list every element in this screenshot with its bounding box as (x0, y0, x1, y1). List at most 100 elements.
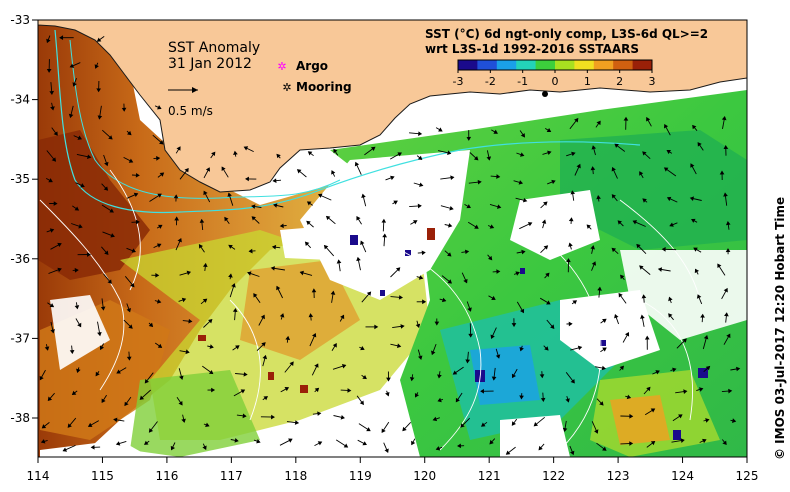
velocity-arrow-head (323, 244, 329, 250)
svg-text:© IMOS 03-Jul-2017 12:20 Hoba: © IMOS 03-Jul-2017 12:20 Hobart Time (773, 197, 787, 460)
velocity-arrow-head (496, 174, 501, 179)
velocity-arrow-head (306, 201, 312, 206)
velocity-arrow-head (393, 200, 398, 205)
product-description-line1: SST (°C) 6d ngt-only comp, L3S-6d QL>=2 (425, 27, 708, 41)
velocity-arrow-head (572, 300, 577, 305)
velocity-arrow-head (314, 363, 319, 368)
velocity-arrow-head (57, 242, 62, 247)
velocity-arrow-head (179, 375, 184, 380)
velocity-arrow-head (107, 279, 112, 284)
velocity-arrow-head (260, 314, 265, 320)
velocity-arrow-head (139, 395, 145, 400)
velocity-arrow-head (682, 338, 687, 343)
velocity-arrow-head (611, 247, 617, 253)
velocity-arrow-head (47, 396, 53, 402)
velocity-arrow-head (248, 248, 253, 254)
velocity-arrow-head (202, 445, 207, 450)
velocity-arrow-head (133, 192, 139, 197)
velocity-arrow-head (663, 123, 669, 129)
velocity-arrow-head (181, 297, 187, 303)
velocity-arrow-head (67, 423, 72, 428)
velocity-arrow-head (486, 156, 492, 161)
velocity-arrow-head (402, 426, 407, 432)
velocity-arrow-head (466, 204, 471, 209)
velocity-arrow-head (240, 389, 246, 394)
velocity-arrow-head (127, 130, 132, 136)
velocity-arrow-head (173, 194, 179, 199)
velocity-arrow-head (228, 273, 233, 278)
velocity-arrow-head (690, 163, 695, 168)
velocity-arrow-head (705, 418, 710, 423)
y-axis: -33 -34 -35 -36 -37 -38 (10, 13, 38, 425)
velocity-arrow-head (209, 344, 214, 349)
velocity-arrow-head (611, 194, 617, 199)
velocity-arrow-head (467, 307, 472, 312)
velocity-arrow-head (148, 322, 154, 328)
velocity-arrow-head (597, 286, 602, 291)
velocity-arrow-head (447, 279, 452, 284)
velocity-arrow-head (74, 267, 79, 273)
velocity-arrow-head (184, 168, 189, 173)
colorbar-segment (516, 60, 537, 70)
velocity-arrow-head (488, 255, 493, 261)
colorbar-tick-label: -1 (517, 75, 528, 88)
velocity-arrow-head (473, 156, 479, 161)
velocity-arrow-head (170, 445, 176, 451)
y-tick-label: -35 (10, 172, 30, 186)
velocity-arrow-head (639, 265, 644, 270)
velocity-arrow-head (705, 365, 711, 371)
velocity-arrow-head (77, 135, 82, 140)
velocity-arrow-head (317, 411, 322, 416)
velocity-arrow-head (41, 424, 47, 429)
velocity-arrow-head (489, 224, 495, 229)
velocity-arrow-head (511, 421, 517, 426)
velocity-arrow-head (366, 291, 372, 296)
velocity-arrow-head (723, 192, 728, 197)
cloud-gap (300, 150, 470, 300)
velocity-arrow-head (198, 244, 203, 249)
velocity-arrow-head (96, 88, 102, 93)
velocity-arrow-head (576, 163, 581, 169)
velocity-arrow-head (722, 440, 727, 445)
velocity-arrow-head (527, 222, 533, 227)
velocity-arrow-head (417, 203, 422, 209)
velocity-arrow-head (381, 428, 386, 434)
velocity-arrow-head (360, 240, 365, 246)
velocity-arrow-head (409, 377, 415, 382)
velocity-arrow-head (418, 355, 423, 360)
velocity-arrow-head (450, 175, 455, 181)
velocity-arrow-head (700, 313, 705, 318)
velocity-arrow-head (590, 245, 595, 250)
velocity-arrow-head (728, 388, 733, 394)
velocity-arrow-head (680, 438, 685, 443)
velocity-arrow-head (468, 333, 473, 338)
velocity-arrow-head (650, 408, 656, 413)
velocity-arrow-head (354, 161, 360, 167)
velocity-arrow-head (422, 299, 427, 305)
x-tick-label: 118 (284, 469, 307, 483)
velocity-arrow-head (157, 105, 162, 110)
velocity-arrow-head (519, 395, 524, 400)
velocity-arrow-head (243, 146, 249, 151)
velocity-arrow-head (72, 82, 77, 87)
colorbar-segment (535, 60, 556, 70)
velocity-arrow-head (104, 250, 109, 255)
velocity-arrow-head (272, 178, 277, 183)
colorbar-segment (593, 60, 614, 70)
velocity-arrow-head (736, 366, 741, 372)
velocity-arrow-head (661, 247, 666, 252)
velocity-arrow-head (203, 190, 208, 196)
velocity-arrow-head (155, 272, 160, 278)
velocity-arrow-head (491, 376, 497, 381)
velocity-arrow-head (421, 250, 426, 256)
velocity-arrow-head (448, 223, 453, 228)
velocity-arrow-head (101, 398, 106, 404)
velocity-arrow-head (177, 238, 182, 243)
velocity-arrow-head (726, 333, 731, 339)
velocity-arrow-head (113, 417, 118, 423)
velocity-arrow-head (515, 271, 520, 276)
velocity-arrow-head (307, 151, 313, 156)
velocity-arrow-head (343, 443, 349, 448)
velocity-arrow-head (199, 218, 205, 223)
